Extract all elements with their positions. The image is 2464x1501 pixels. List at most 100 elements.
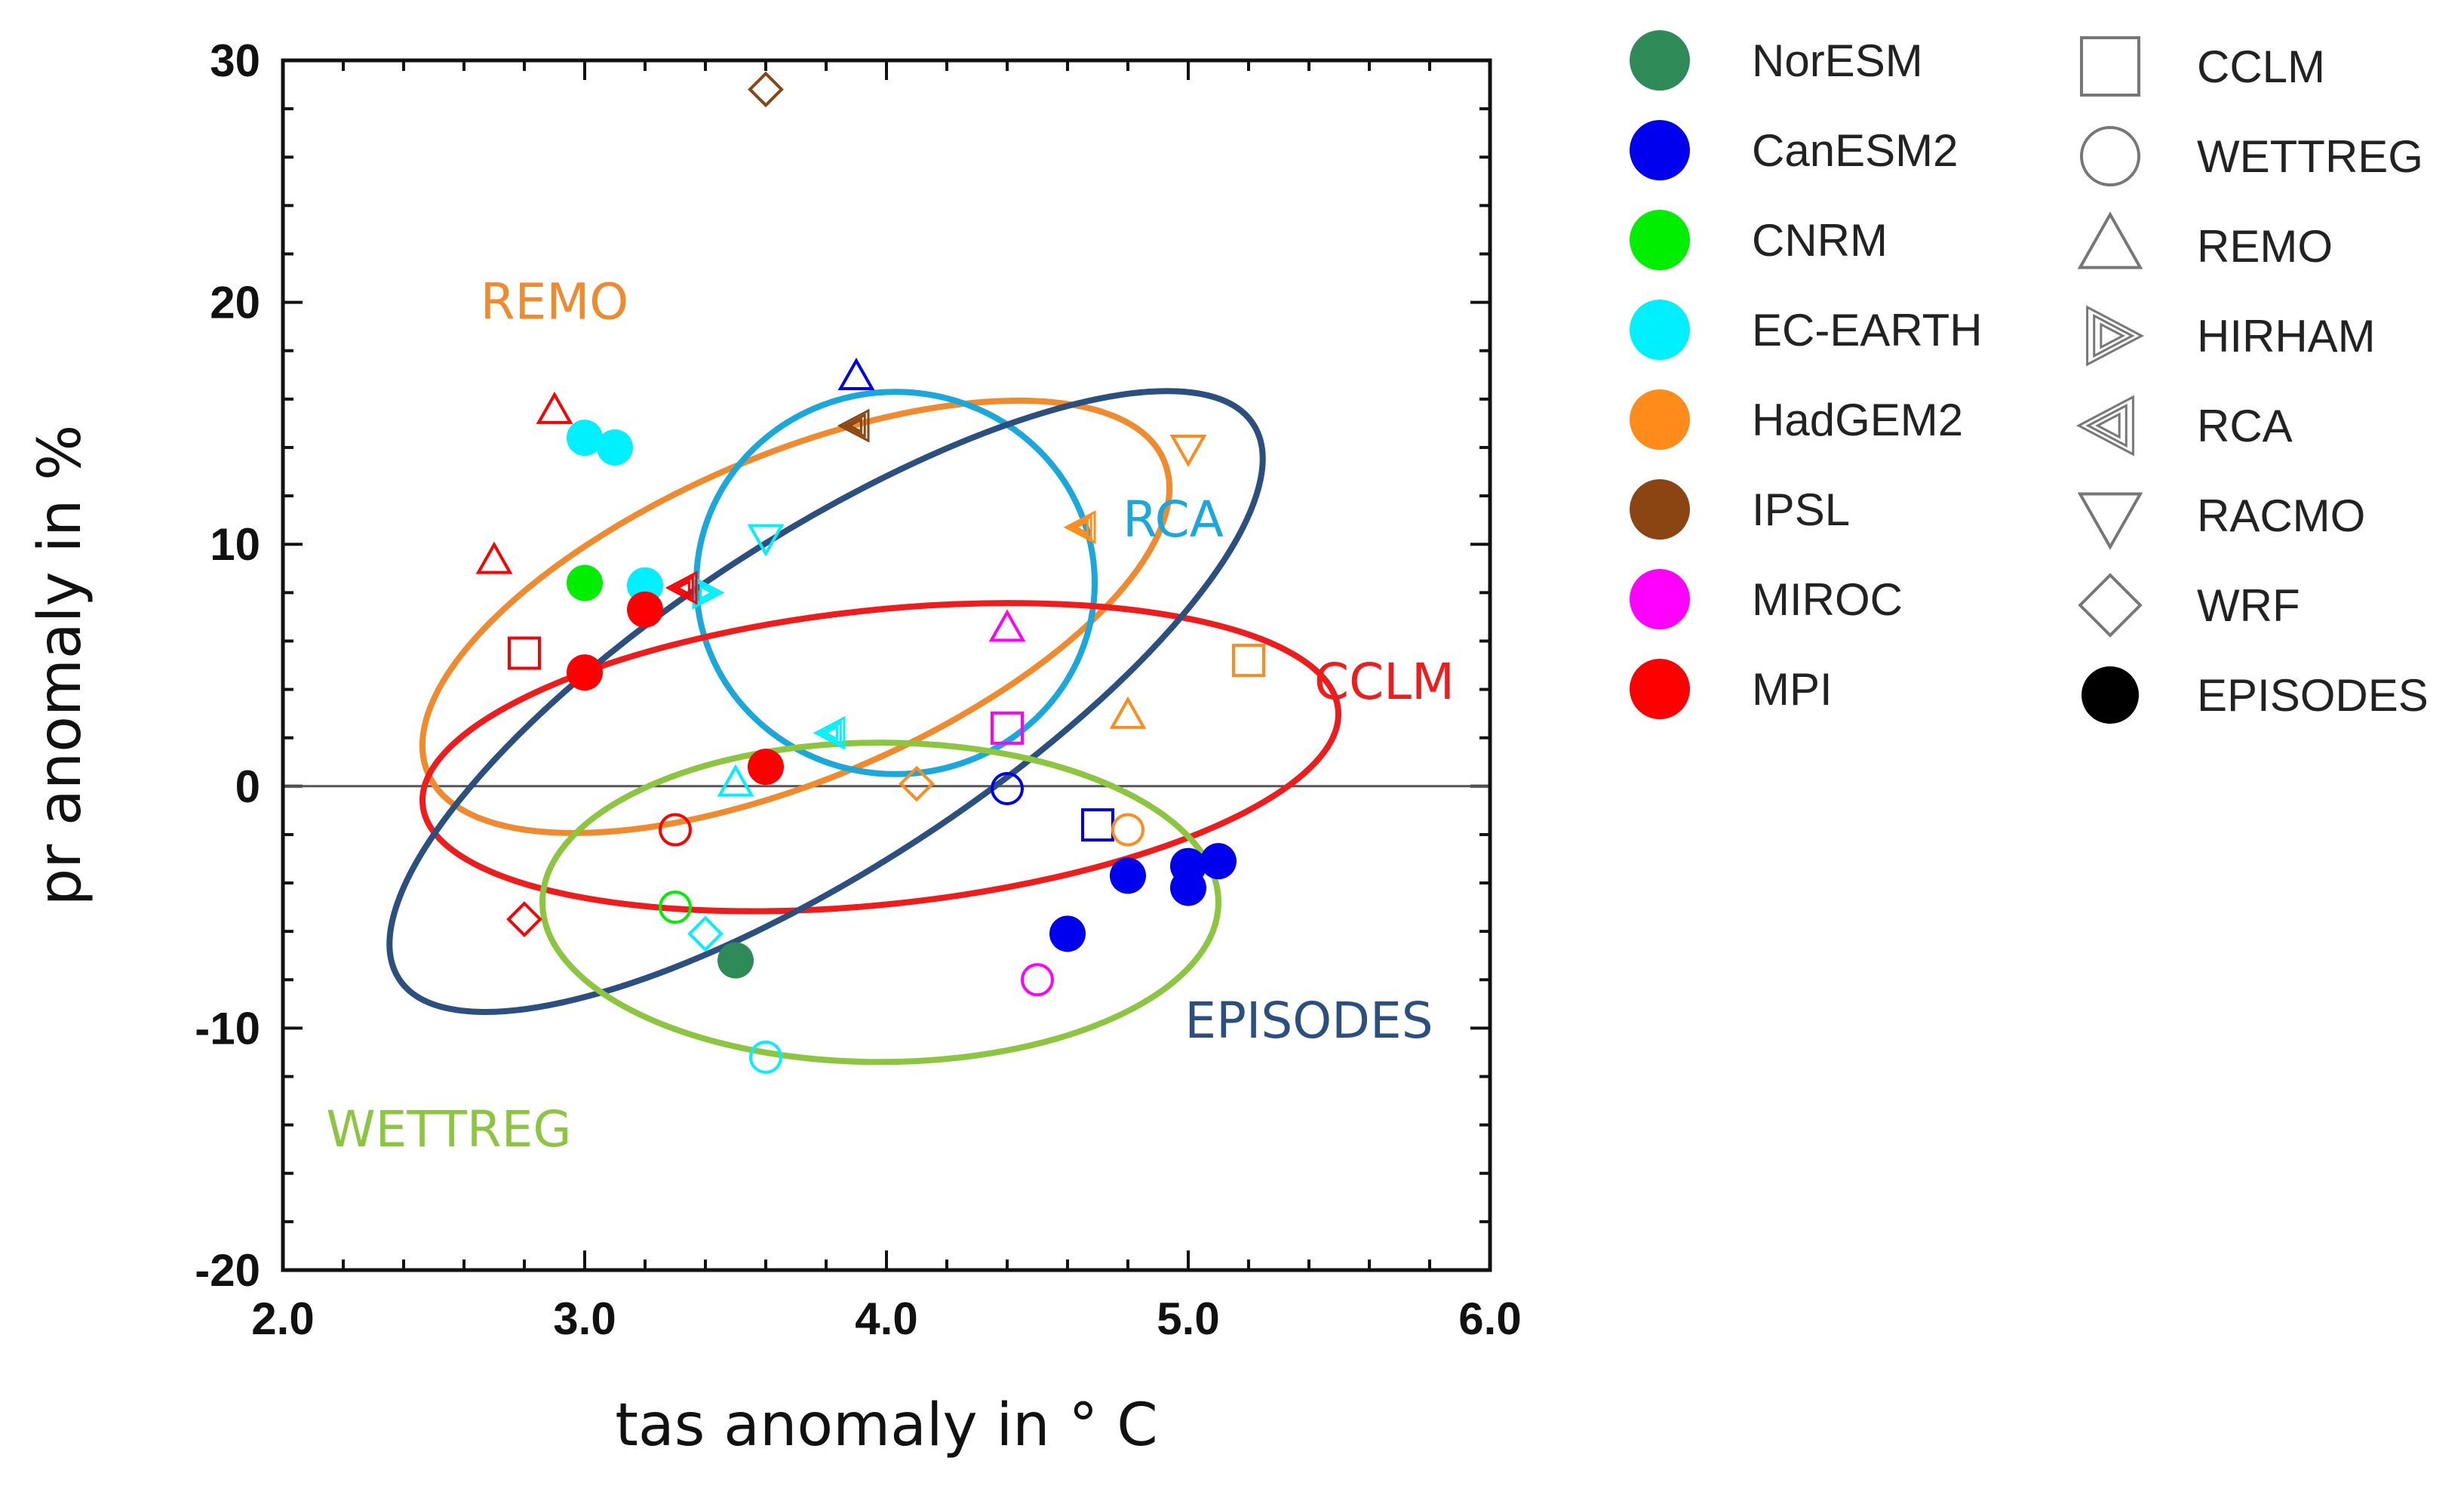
point-mpi-cclm [508, 636, 541, 670]
legend-marker-wettreg [2080, 126, 2140, 186]
point-hadgem2-remo [1109, 696, 1147, 729]
point-canesm2-episodes [1049, 915, 1086, 952]
point-ipsl-rca-stroke [842, 413, 866, 438]
point-mpi-wrf [506, 901, 542, 937]
point-hadgem2-racmo [1169, 434, 1207, 468]
x-axis-title: tas anomaly in ° C [615, 1392, 1157, 1459]
legend: NorESM CanESM2 CNRM EC-EARTH HadGEM2 IPSL MIRO… [1630, 30, 2429, 724]
point-ec-earth-wettreg [749, 1040, 782, 1074]
point-mpi-remo [536, 391, 573, 424]
point-cnrm-episodes [567, 564, 603, 601]
legend-label-episodes: EPISODES [2197, 670, 2429, 721]
legend-marker-rca-stroke [2085, 403, 2128, 448]
legend-color-ec-earth [1630, 300, 1690, 360]
point-mpi-rca-stroke [670, 575, 694, 601]
data-points [475, 71, 1265, 1074]
legend-label-mpi: MPI [1752, 664, 1833, 715]
ellipse-label-episodes: EPISODES [1184, 992, 1433, 1050]
legend-color-miroc [1630, 569, 1690, 629]
x-tick-label: 6.0 [1458, 1293, 1521, 1344]
ellipse-label-remo: REMO [481, 273, 628, 331]
legend-color-noresm [1630, 30, 1690, 91]
point-ec-earth-rca-stroke [813, 715, 846, 750]
point-mpi-wettreg [659, 813, 692, 847]
ellipses: REMO RCA CCLM EPISODES WETTREG [326, 273, 1455, 1158]
point-canesm2-episodes [1110, 857, 1146, 894]
point-ec-earth-episodes [597, 429, 633, 466]
legend-label-ec-earth: EC-EARTH [1752, 305, 1983, 355]
legend-marker-hirham-stroke [2093, 313, 2135, 358]
point-mpi-rca-stroke [674, 580, 690, 596]
point-hadgem2-wrf [899, 765, 935, 802]
point-noresm-episodes [717, 942, 754, 979]
point-hadgem2-rca [1063, 510, 1096, 545]
point-mpi-episodes [627, 591, 663, 628]
point-ec-earth-rca-stroke [822, 724, 838, 741]
point-mpi-rca-stroke [665, 571, 698, 605]
legend-color-mpi [1630, 659, 1690, 719]
point-mpi-episodes [567, 654, 603, 691]
y-tick-label: 10 [210, 519, 260, 570]
point-canesm2-remo [837, 357, 875, 390]
legend-marker-rca-stroke [2095, 412, 2121, 439]
point-hadgem2-rca-stroke [1063, 510, 1096, 545]
ellipse-cclm [419, 600, 1342, 915]
plot-frame [281, 58, 1492, 1272]
legend-label-hadgem2: HadGEM2 [1752, 395, 1963, 445]
point-ec-earth-hirham-stroke [699, 584, 715, 601]
legend-label-noresm: NorESM [1752, 35, 1923, 86]
legend-marker-rca-stroke [2075, 395, 2134, 457]
y-tick-label: -20 [195, 1245, 260, 1296]
legend-color-cnrm [1630, 210, 1690, 270]
point-hadgem2-rca-stroke [1073, 519, 1089, 536]
legend-marker-cclm [2080, 36, 2140, 97]
legend-label-rca: RCA [2197, 401, 2293, 451]
ellipse-episodes [386, 388, 1266, 1015]
legend-label-canesm2: CanESM2 [1752, 125, 1958, 176]
legend-marker-hirham [2086, 305, 2145, 367]
legend-marker-rca [2075, 395, 2134, 457]
point-miroc-remo [988, 609, 1026, 642]
point-cnrm-wettreg [659, 890, 692, 924]
legend-color-ipsl [1630, 479, 1690, 540]
x-tick-label: 3.0 [553, 1293, 616, 1344]
legend-label-ipsl: IPSL [1752, 484, 1850, 535]
point-ipsl-rca-stroke [837, 408, 870, 443]
point-canesm2-wettreg [991, 772, 1024, 806]
point-hadgem2-rca-stroke [1068, 515, 1092, 540]
point-hadgem2-cclm [1232, 644, 1265, 678]
point-mpi-remo [475, 541, 513, 574]
point-mpi-episodes [748, 749, 784, 786]
legend-marker-racmo [2077, 492, 2143, 550]
point-mpi-rca [665, 571, 698, 605]
legend-label-racmo: RACMO [2197, 491, 2365, 541]
ellipse-label-rca: RCA [1123, 491, 1224, 549]
point-ec-earth-episodes [567, 420, 603, 457]
point-miroc-cclm [991, 711, 1024, 745]
legend-label-cclm: CCLM [2197, 42, 2325, 92]
y-tick-label: -10 [195, 1003, 260, 1053]
point-ipsl-rca [837, 408, 870, 443]
tick-labels: 2.0 3.0 4.0 5.0 6.0 30 20 10 0 -10 -20 [195, 35, 1521, 1344]
legend-marker-hirham-stroke [2086, 305, 2145, 367]
ellipse-label-cclm: CCLM [1314, 653, 1455, 711]
legend-label-wrf: WRF [2197, 580, 2300, 631]
legend-color-hadgem2 [1630, 389, 1690, 450]
legend-label-miroc: MIROC [1752, 574, 1903, 625]
y-axis-title: pr anomaly in % [26, 425, 94, 906]
legend-marker-hirham-stroke [2100, 322, 2125, 349]
legend-label-cnrm: CNRM [1752, 215, 1888, 266]
point-canesm2-episodes [1200, 843, 1237, 880]
point-ipsl-wrf [748, 71, 784, 108]
point-ec-earth-wrf [687, 915, 724, 952]
legend-marker-episodes [2081, 666, 2139, 724]
point-ec-earth-racmo [747, 524, 785, 557]
legend-color-canesm2 [1630, 120, 1690, 180]
ellipse-label-wettreg: WETTREG [326, 1100, 571, 1158]
legend-marker-remo [2077, 211, 2143, 269]
legend-label-hirham: HIRHAM [2197, 311, 2376, 361]
point-canesm2-episodes [1170, 869, 1206, 906]
y-tick-label: 20 [210, 278, 260, 328]
